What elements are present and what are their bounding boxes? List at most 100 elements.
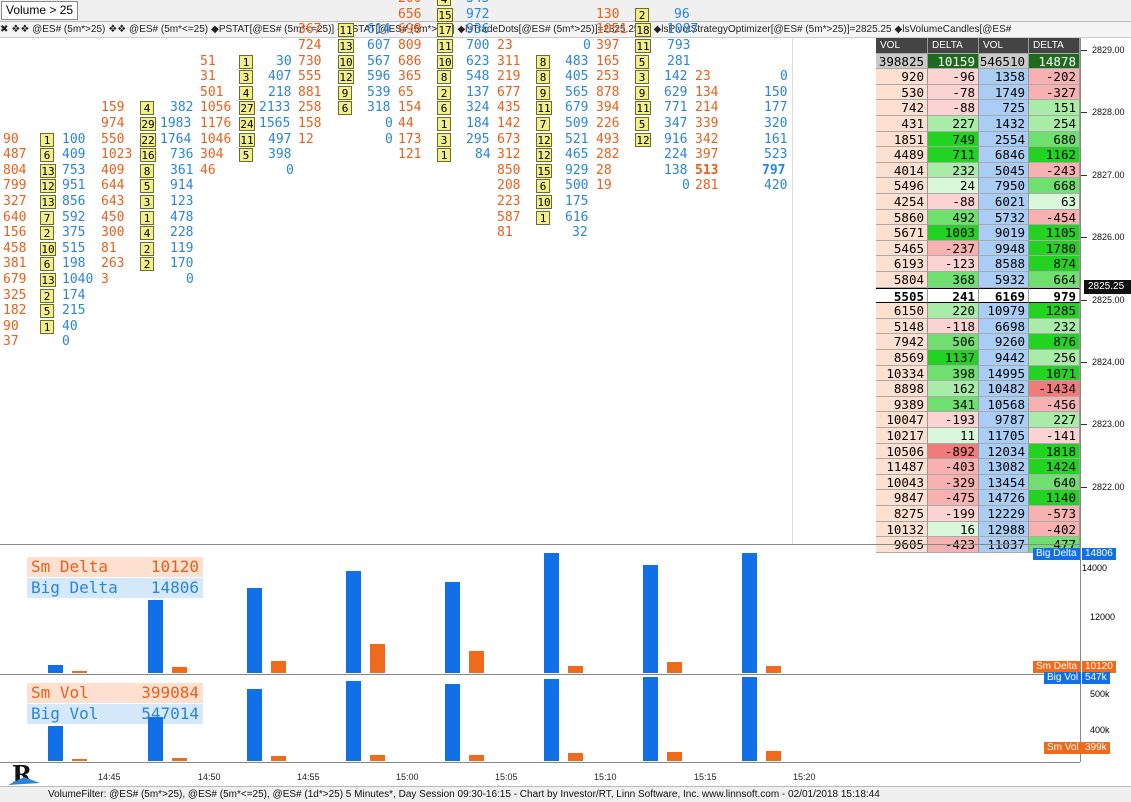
trade-count-box: 8 [536, 54, 550, 69]
footprint-cell: 409 [101, 162, 125, 178]
table-cell: 4254 [876, 194, 928, 210]
table-cell: 7950 [979, 178, 1029, 194]
footprint-cell: 40 [62, 318, 78, 334]
table-cell: 711 [928, 147, 979, 163]
footprint-cell: 23 [695, 69, 711, 85]
legend-item[interactable]: ◆lsPivotStrategyOptimizer[@ES# (5m*>25)]… [653, 24, 892, 35]
table-row: 4489 711 6846 1162 [876, 147, 1080, 163]
table-row: 11487 -403 13082 1424 [876, 459, 1080, 475]
footprint-cell: 405 [565, 69, 589, 85]
footprint-cell: 0 [385, 116, 393, 131]
small-bar [766, 666, 781, 673]
table-cell: 4489 [876, 147, 928, 163]
footprint-cell: 218 [268, 84, 292, 100]
trade-count-box: 10 [536, 195, 552, 209]
big-delta-readout: Big Delta 14806 [27, 578, 203, 598]
table-cell: 5496 [876, 178, 928, 194]
trade-count-box: 8 [140, 163, 154, 178]
sm-delta-readout: Sm Delta 10120 [27, 557, 203, 577]
footprint-cell: 200 [398, 0, 421, 7]
table-cell: 11705 [979, 428, 1029, 444]
small-bar [469, 651, 484, 673]
table-cell: 151 [1029, 100, 1080, 116]
footprint-cell: 1565 [259, 116, 291, 131]
footprint-cell: 219 [497, 69, 521, 85]
price-tick [1081, 424, 1087, 426]
table-cell: 5148 [876, 318, 928, 335]
trade-count-box: 2 [40, 288, 54, 303]
vol-scale-500k: 500k [1090, 689, 1110, 699]
footprint-cell: 850 [497, 162, 521, 178]
time-cursor-line [792, 38, 793, 544]
footprint-cell: 1176 [200, 116, 232, 131]
table-cell: 341 [928, 396, 979, 413]
footprint-cell: 397 [695, 147, 719, 163]
footprint-cell: 804 [3, 162, 27, 178]
legend-item[interactable]: ◆lsTradeDots[@ES# (5m*>25)]=2825.25, 0 [457, 24, 651, 35]
footprint-cell: 347 [664, 116, 688, 131]
big-bar [445, 582, 460, 673]
table-row: 8898 162 10482 -1434 [876, 381, 1080, 397]
footprint-cell: 177 [764, 100, 788, 116]
trade-count-box: 1 [40, 319, 54, 334]
footprint-cell: 295 [466, 131, 490, 147]
table-cell: 162 [928, 381, 979, 397]
legend-item[interactable]: ◆lsVolumeCandles[@ES# [894, 24, 1012, 35]
footprint-cell: 465 [565, 147, 589, 163]
footprint-cell: 587 [497, 209, 521, 225]
table-cell: 5804 [876, 272, 928, 288]
trade-count-box: 1 [437, 117, 451, 131]
trade-count-box: 9 [536, 85, 550, 100]
table-cell: 2554 [979, 131, 1029, 148]
big-bar [742, 677, 757, 761]
trade-count-box: 27 [239, 101, 255, 116]
footprint-cell: 32 [572, 225, 588, 241]
footprint-cell: 929 [565, 162, 589, 178]
footprint-cell: 23 [497, 38, 513, 53]
footprint-cell: 19 [596, 178, 612, 194]
table-cell: -118 [928, 318, 979, 335]
legend-item[interactable]: ◆PSTAT[@ES# (5m*>25)] [337, 24, 455, 35]
footprint-cell: 381 [3, 256, 27, 272]
price-label: 2828.00 [1092, 107, 1125, 118]
footprint-cell: 972 [466, 6, 490, 22]
time-label: 15:20 [793, 772, 816, 782]
footprint-cell: 656 [398, 6, 422, 22]
table-row: 10506 -892 12034 1818 [876, 443, 1080, 460]
table-cell: 8569 [876, 350, 928, 366]
footprint-cell: 312 [497, 147, 521, 163]
delta-bars-svg [48, 553, 781, 673]
legend-item[interactable]: ◆PSTAT[@ES# (5m*<=25)] [211, 24, 335, 35]
footprint-cell: 809 [398, 38, 422, 53]
legend-item[interactable]: ❖❖ @ES# (5m*>25) [11, 24, 106, 35]
footprint-cell: 159 [101, 100, 125, 116]
price-tick [1081, 112, 1087, 114]
table-cell: -78 [928, 84, 979, 101]
trade-count-box: 12 [40, 179, 56, 194]
table-cell: 10217 [876, 428, 928, 444]
legend-item[interactable]: ✖ [0, 24, 9, 35]
footprint-cell: 65 [398, 84, 414, 100]
trade-count-box: 12 [635, 132, 651, 147]
table-cell: -403 [928, 459, 979, 475]
trade-count-box: 13 [40, 273, 56, 287]
small-bar [469, 755, 484, 761]
table-header-row: 398825 10159 546510 14878 [876, 53, 1080, 70]
trade-count-box: 5 [239, 148, 253, 163]
table-cell: 12034 [979, 443, 1029, 460]
indicator-legend-strip[interactable]: ✖ ❖❖ @ES# (5m*>25) ❖❖ @ES# (5m*<=25) ◆PSTAT… [0, 22, 1131, 38]
trade-count-box: 5 [140, 179, 154, 194]
footprint-cell: 0 [62, 334, 70, 350]
table-cell: 8275 [876, 506, 928, 522]
table-cell: -96 [928, 69, 979, 85]
trade-count-box: 12 [536, 148, 552, 163]
table-cell: 6698 [979, 318, 1029, 335]
panel-separator-2 [0, 674, 1080, 675]
chart-title-button[interactable]: Volume > 25 [1, 1, 79, 20]
small-bar [172, 667, 187, 673]
legend-item[interactable]: ❖❖ @ES# (5m*<=25) [108, 24, 209, 35]
footprint-cell: 793 [667, 38, 691, 53]
trade-count-box: 5 [635, 117, 649, 131]
table-cell: 876 [1029, 334, 1080, 350]
footprint-cell: 555 [298, 69, 322, 85]
